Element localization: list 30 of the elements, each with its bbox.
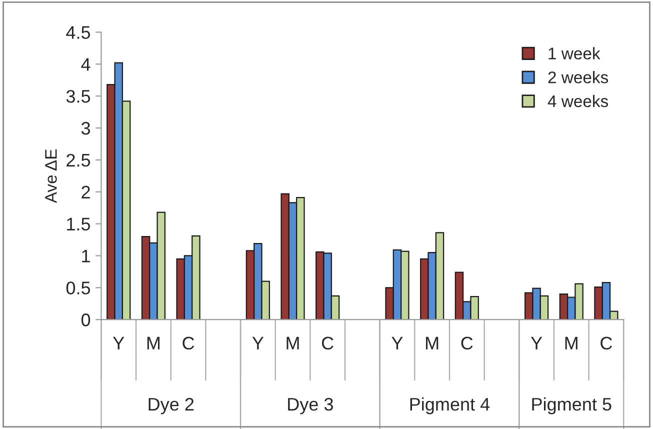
- x-tick-label: M: [147, 336, 160, 350]
- y-tick-label: 1.5: [67, 218, 90, 231]
- y-axis-title: Ave ΔE: [45, 149, 57, 204]
- text: Pigment 4: [410, 397, 490, 414]
- text: Dye 2: [148, 398, 194, 414]
- x-tick-label: C: [322, 336, 334, 350]
- y-tick-label: 1: [82, 250, 90, 262]
- text: Dye 3: [288, 398, 333, 414]
- x-tick-label: M: [565, 336, 578, 350]
- legend-label: 4 weeks: [548, 94, 608, 108]
- y-tick-label: 2.5: [66, 154, 90, 167]
- x-tick-label: Y: [530, 336, 542, 350]
- y-tick-label: 4.5: [66, 26, 90, 39]
- x-tick-label: Y: [392, 336, 403, 350]
- legend-label: 2 weeks: [548, 71, 608, 84]
- x-tick-label: M: [426, 336, 438, 350]
- x-tick-label: C: [461, 336, 473, 350]
- y-tick-label: 3.5: [66, 90, 90, 103]
- y-tick-label: 2: [82, 186, 90, 198]
- x-tick-label: C: [182, 336, 194, 350]
- y-tick-label: 4: [81, 58, 90, 71]
- x-tick-label: C: [600, 336, 612, 350]
- y-tick-label: 3: [81, 122, 90, 135]
- text: Pigment 5: [532, 397, 612, 414]
- legend-label: 1 week: [548, 47, 600, 60]
- x-tick-label: Y: [252, 336, 264, 350]
- y-tick-label: 0.5: [66, 282, 90, 294]
- y-tick-label: 0: [81, 314, 90, 326]
- x-tick-label: M: [286, 336, 299, 350]
- x-tick-label: Y: [113, 336, 124, 350]
